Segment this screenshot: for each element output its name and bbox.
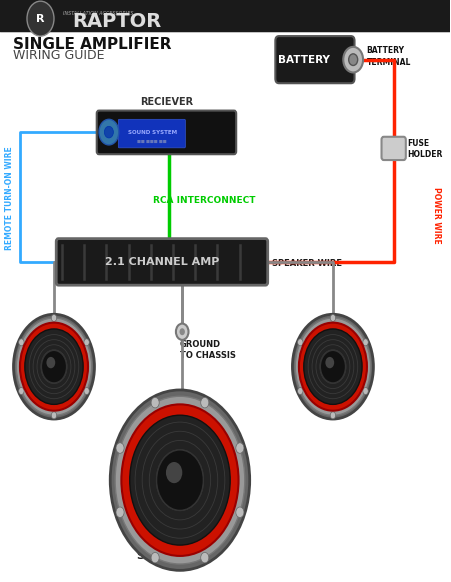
- Circle shape: [51, 412, 56, 419]
- Text: FUSE: FUSE: [406, 139, 428, 148]
- Circle shape: [41, 350, 66, 383]
- Circle shape: [179, 328, 184, 335]
- Circle shape: [115, 396, 244, 564]
- Text: RAPTOR: RAPTOR: [72, 12, 161, 31]
- Text: SPEAKER WIRE: SPEAKER WIRE: [272, 258, 341, 268]
- FancyBboxPatch shape: [56, 239, 267, 285]
- Circle shape: [303, 329, 361, 404]
- Circle shape: [99, 119, 119, 145]
- Circle shape: [156, 450, 203, 510]
- Circle shape: [151, 398, 159, 408]
- Circle shape: [116, 443, 124, 453]
- Circle shape: [362, 388, 368, 395]
- Text: 2.1 CHANNEL AMP: 2.1 CHANNEL AMP: [105, 257, 219, 267]
- FancyBboxPatch shape: [0, 0, 449, 32]
- Circle shape: [200, 552, 208, 563]
- Circle shape: [18, 339, 24, 346]
- Circle shape: [200, 398, 208, 408]
- Circle shape: [46, 357, 55, 368]
- Circle shape: [104, 126, 113, 138]
- Text: SINGLE AMPLIFIER: SINGLE AMPLIFIER: [14, 37, 172, 52]
- Circle shape: [18, 388, 24, 395]
- Circle shape: [110, 390, 249, 570]
- Circle shape: [330, 314, 335, 321]
- Circle shape: [320, 350, 345, 383]
- Text: POWER WIRE: POWER WIRE: [431, 187, 440, 244]
- Circle shape: [16, 318, 92, 416]
- Text: BATTERY: BATTERY: [277, 55, 329, 65]
- Circle shape: [348, 54, 357, 66]
- FancyBboxPatch shape: [118, 119, 185, 148]
- FancyBboxPatch shape: [381, 137, 405, 160]
- Text: SUBWOOFER: SUBWOOFER: [135, 551, 215, 561]
- Circle shape: [14, 314, 94, 419]
- Circle shape: [25, 329, 83, 404]
- Circle shape: [362, 339, 368, 346]
- Circle shape: [27, 1, 54, 36]
- FancyBboxPatch shape: [275, 36, 354, 83]
- Circle shape: [20, 322, 88, 411]
- FancyBboxPatch shape: [97, 111, 236, 154]
- Circle shape: [84, 339, 89, 346]
- Circle shape: [121, 404, 238, 556]
- Circle shape: [235, 507, 244, 517]
- Circle shape: [235, 443, 244, 453]
- Text: RCA INTERCONNECT: RCA INTERCONNECT: [152, 196, 255, 205]
- Text: HOLDER: HOLDER: [406, 150, 442, 159]
- Circle shape: [295, 318, 370, 416]
- Text: REMOTE TURN-ON WIRE: REMOTE TURN-ON WIRE: [5, 146, 14, 250]
- Circle shape: [116, 507, 124, 517]
- Circle shape: [51, 314, 56, 321]
- Text: TERMINAL: TERMINAL: [366, 58, 410, 67]
- Text: WIRING GUIDE: WIRING GUIDE: [14, 49, 105, 62]
- Circle shape: [129, 415, 230, 545]
- Text: SOUND SYSTEM: SOUND SYSTEM: [127, 130, 176, 134]
- Circle shape: [175, 324, 188, 340]
- Circle shape: [84, 388, 89, 395]
- Circle shape: [297, 339, 302, 346]
- Circle shape: [166, 462, 182, 483]
- Text: BATTERY: BATTERY: [366, 47, 404, 55]
- Text: R: R: [36, 13, 45, 24]
- Circle shape: [297, 388, 302, 395]
- Circle shape: [292, 314, 373, 419]
- Circle shape: [330, 412, 335, 419]
- Text: GROUND
TO CHASSIS: GROUND TO CHASSIS: [179, 340, 235, 360]
- Circle shape: [298, 322, 366, 411]
- Text: RECIEVER: RECIEVER: [140, 97, 193, 107]
- Text: ■■ ■■■ ■■: ■■ ■■■ ■■: [137, 140, 166, 143]
- Circle shape: [325, 357, 333, 368]
- Circle shape: [342, 47, 362, 72]
- Circle shape: [151, 552, 159, 563]
- Text: INSTALLATION ACCESSORIES: INSTALLATION ACCESSORIES: [63, 11, 133, 16]
